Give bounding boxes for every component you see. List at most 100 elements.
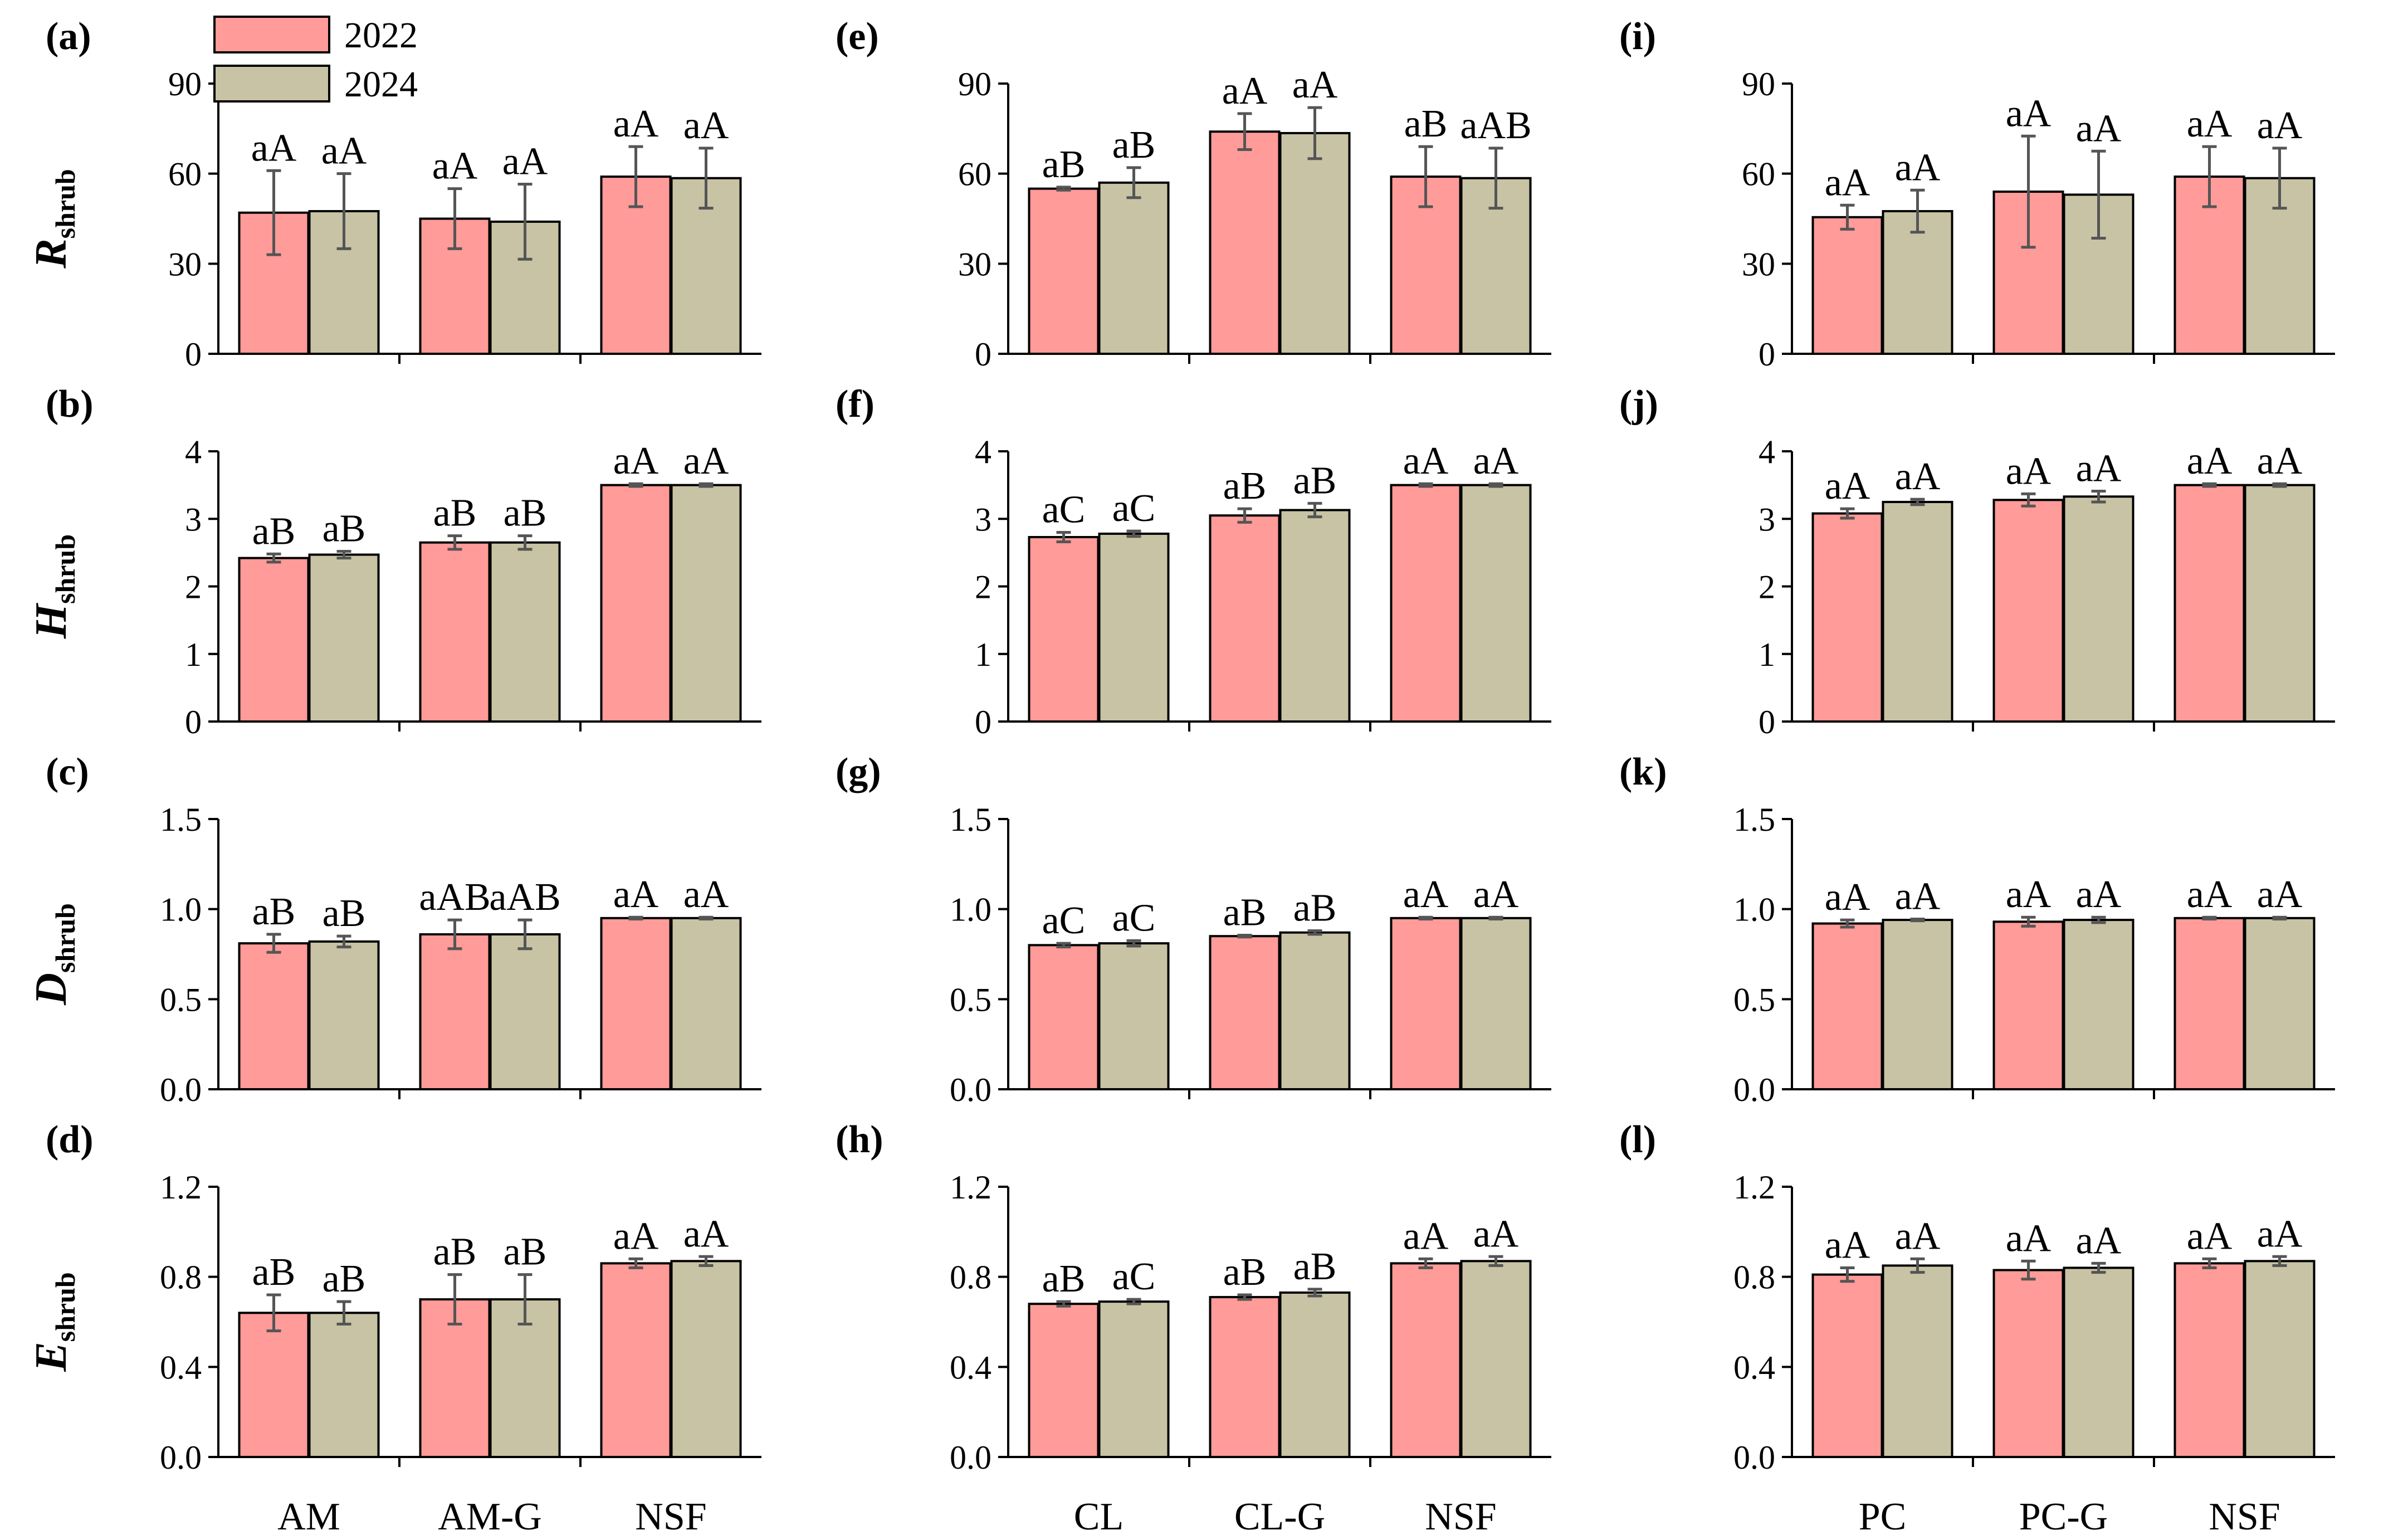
panel-d: 0.0 0.4 0.8 1.2 aB aB aB aB aA aA (d) Eshrub AM AM-G N… — [27, 1118, 761, 1538]
significance-label: aA — [1403, 873, 1449, 916]
x-category-label: AM — [277, 1495, 340, 1538]
legend-swatch-2022 — [213, 16, 330, 53]
bar-am-g-2024 — [489, 933, 561, 1091]
significance-label: aA — [1825, 465, 1870, 508]
bar-am-g-2024 — [489, 541, 561, 723]
significance-label: aB — [1293, 1245, 1337, 1288]
bar-am-2024 — [308, 1312, 380, 1458]
y-tick-label: 1.5 — [950, 801, 991, 838]
x-category-label: PC-G — [2019, 1495, 2108, 1538]
y-tick-label: 30 — [958, 246, 991, 282]
significance-label: aB — [433, 1231, 477, 1274]
y-tick-label: 30 — [1742, 246, 1775, 282]
bar-cl-g-2022 — [1209, 514, 1281, 723]
bar-nsf-2022 — [600, 484, 672, 723]
significance-label: aA — [2257, 873, 2303, 916]
significance-label: aA — [1825, 1224, 1870, 1267]
bar-nsf-2024 — [1460, 1260, 1532, 1458]
y-tick-label: 1.5 — [160, 801, 202, 838]
y-axis-label-symbol: H — [27, 602, 76, 639]
significance-label: aA — [321, 130, 367, 173]
significance-label: aB — [1223, 465, 1267, 508]
significance-label: aB — [323, 507, 366, 550]
bar-pc-g-2024 — [2063, 919, 2135, 1090]
bar-am-2024 — [308, 553, 380, 723]
bar-pc-2022 — [1811, 512, 1883, 723]
panel-letter: (g) — [836, 750, 881, 793]
x-category-label: NSF — [2209, 1495, 2280, 1538]
bar-nsf-2022 — [2173, 484, 2245, 723]
bar-am-g-2024 — [489, 1298, 561, 1458]
y-tick-label: 1.5 — [1733, 801, 1775, 838]
bar-nsf-2022 — [1390, 1262, 1462, 1459]
significance-label: aB — [504, 1231, 547, 1274]
bar-cl-g-2022 — [1209, 130, 1281, 355]
significance-label: aA — [2006, 92, 2052, 135]
legend: 2022 2024 — [213, 15, 418, 105]
panel-e: 0 30 60 90 aB aB aA aA aB aAB (e) — [836, 15, 1551, 373]
bar-am-2024 — [308, 940, 380, 1091]
bar-am-2022 — [238, 942, 310, 1090]
panel-h: 0.0 0.4 0.8 1.2 aB aC aB aB aA aA (h) CL CL-G NSF — [836, 1118, 1551, 1538]
significance-label: aB — [252, 1251, 296, 1294]
y-tick-label: 1.0 — [160, 891, 202, 928]
y-tick-label: 2 — [185, 569, 202, 606]
y-axis-label-subscript: shrub — [50, 903, 81, 973]
bar-cl-2022 — [1028, 944, 1100, 1091]
significance-label: aB — [1042, 1258, 1086, 1300]
significance-label: aA — [683, 873, 729, 916]
significance-label: aA — [1292, 64, 1338, 106]
significance-label: aA — [1403, 440, 1449, 483]
y-tick-label: 2 — [975, 569, 991, 606]
significance-label: aB — [323, 1258, 366, 1300]
significance-label: aA — [1895, 875, 1941, 918]
y-tick-label: 0 — [975, 336, 991, 373]
bar-am-g-2022 — [419, 541, 491, 723]
significance-label: aA — [251, 126, 297, 169]
y-axis-label-symbol: R — [27, 238, 76, 269]
y-tick-label: 1.2 — [160, 1169, 202, 1206]
significance-label: aA — [2006, 450, 2052, 493]
bar-nsf-2024 — [1460, 917, 1532, 1091]
bar-pc-g-2022 — [1992, 499, 2064, 723]
significance-label: aA — [2076, 107, 2122, 150]
x-category-label: CL-G — [1234, 1495, 1325, 1538]
significance-label: aA — [683, 1212, 729, 1255]
significance-label: aB — [433, 492, 477, 535]
y-tick-label: 0.8 — [950, 1259, 991, 1296]
significance-label: aA — [1403, 1215, 1449, 1258]
y-tick-label: 90 — [1742, 66, 1775, 103]
significance-label: aB — [252, 510, 296, 553]
significance-label: aA — [613, 873, 659, 916]
y-axis-label-symbol: E — [27, 1342, 76, 1372]
y-tick-label: 2 — [1759, 569, 1775, 606]
bar-nsf-2022 — [600, 1262, 672, 1459]
significance-label: aA — [1473, 873, 1519, 916]
panel-letter: (f) — [836, 383, 875, 426]
significance-label: aA — [1825, 161, 1870, 204]
panel-letter: (e) — [836, 15, 879, 58]
significance-label: aC — [1112, 1255, 1156, 1298]
significance-label: aA — [2006, 873, 2052, 916]
bar-pc-2022 — [1811, 922, 1883, 1090]
significance-label: aB — [1112, 124, 1156, 167]
significance-label: aB — [1223, 891, 1267, 934]
significance-label: aA — [613, 103, 659, 145]
y-axis-label: Hshrub — [27, 534, 81, 639]
significance-label: aC — [1112, 896, 1156, 939]
significance-label: aB — [504, 492, 547, 535]
bar-cl-g-2024 — [1279, 931, 1351, 1090]
bar-nsf-2024 — [2244, 917, 2316, 1091]
significance-label: aA — [502, 140, 548, 183]
y-axis-label-symbol: D — [27, 973, 76, 1006]
significance-label: aB — [1293, 459, 1337, 502]
y-tick-label: 3 — [1759, 501, 1775, 538]
x-category-label: AM-G — [438, 1495, 542, 1538]
y-tick-label: 3 — [185, 501, 202, 538]
bar-pc-2024 — [1882, 210, 1953, 355]
y-axis-label-subscript: shrub — [50, 534, 81, 604]
bar-cl-g-2024 — [1279, 1291, 1351, 1458]
significance-label: aA — [2187, 440, 2233, 483]
bar-cl-2024 — [1098, 181, 1170, 355]
